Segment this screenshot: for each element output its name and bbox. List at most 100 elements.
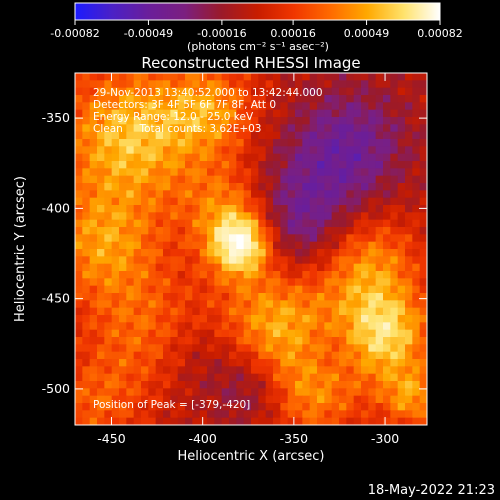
heatmap-cell (287, 153, 296, 162)
heatmap-cell (221, 183, 230, 191)
heatmap-cell (148, 241, 157, 250)
heatmap-cell (339, 263, 347, 272)
heatmap-cell (405, 117, 413, 125)
heatmap-cell (75, 227, 83, 235)
heatmap-cell (273, 359, 281, 367)
heatmap-cell (163, 256, 171, 265)
heatmap-cell (214, 183, 223, 191)
heatmap-cell (309, 161, 318, 169)
heatmap-cell (405, 337, 413, 345)
heatmap-cell (170, 205, 179, 213)
heatmap-cell (214, 212, 223, 221)
heatmap-cell (243, 395, 252, 404)
heatmap-cell (412, 153, 421, 162)
heatmap-cell (229, 139, 237, 147)
heatmap-cell (163, 263, 171, 272)
heatmap-cell (229, 102, 237, 111)
heatmap-cell (243, 285, 252, 294)
heatmap-cell (82, 249, 91, 257)
heatmap-cell (309, 395, 318, 404)
heatmap-cell (390, 139, 399, 147)
heatmap-cell (133, 153, 142, 162)
heatmap-cell (207, 146, 215, 155)
heatmap-cell (229, 73, 237, 81)
heatmap-cell (265, 227, 274, 235)
heatmap-cell (75, 124, 83, 133)
heatmap-cell (412, 315, 421, 323)
heatmap-cell (317, 212, 325, 221)
heatmap-cell (82, 205, 91, 213)
heatmap-cell (353, 322, 362, 331)
heatmap-cell (82, 403, 91, 411)
heatmap-cell (397, 271, 406, 279)
heatmap-cell (163, 351, 171, 360)
heatmap-cell (331, 322, 340, 331)
heatmap-cell (375, 307, 384, 316)
heatmap-cell (405, 161, 413, 169)
heatmap-cell (280, 249, 289, 257)
heatmap-cell (397, 124, 406, 133)
heatmap-cell (97, 234, 105, 243)
heatmap-cell (339, 373, 347, 382)
heatmap-cell (155, 205, 164, 213)
heatmap-cell (104, 329, 113, 338)
heatmap-cell (119, 344, 127, 353)
heatmap-cell (75, 381, 83, 389)
heatmap-cell (155, 124, 164, 133)
heatmap-cell (89, 300, 98, 309)
heatmap-cell (405, 278, 413, 287)
heatmap-cell (331, 271, 340, 279)
heatmap-cell (89, 102, 98, 111)
heatmap-cell (405, 249, 413, 257)
heatmap-cell (126, 322, 135, 331)
heatmap-cell (383, 190, 391, 199)
heatmap-cell (111, 205, 120, 213)
heatmap-cell (177, 175, 186, 184)
heatmap-cell (141, 80, 149, 89)
heatmap-cell (155, 241, 164, 250)
heatmap-cell (243, 153, 252, 162)
heatmap-cell (265, 168, 274, 177)
heatmap-cell (97, 263, 105, 272)
heatmap-cell (97, 153, 105, 162)
heatmap-cell (185, 373, 193, 382)
heatmap-cell (258, 293, 267, 301)
heatmap-cell (331, 263, 340, 272)
heatmap-cell (155, 234, 164, 243)
colorbar-units: (photons cm⁻² s⁻¹ asec⁻²) (187, 40, 329, 53)
heatmap-cell (236, 183, 245, 191)
heatmap-cell (119, 131, 127, 140)
heatmap-cell (155, 278, 164, 287)
heatmap-cell (163, 139, 171, 147)
heatmap-cell (207, 80, 215, 89)
heatmap-cell (383, 271, 391, 279)
heatmap-cell (207, 153, 215, 162)
heatmap-cell (346, 395, 355, 404)
heatmap-cell (280, 344, 289, 353)
heatmap-cell (309, 403, 318, 411)
heatmap-cell (214, 417, 223, 425)
heatmap-cell (405, 139, 413, 147)
heatmap-cell (82, 241, 91, 250)
heatmap-cell (214, 102, 223, 111)
heatmap-cell (280, 241, 289, 250)
heatmap-cell (75, 197, 83, 206)
heatmap-cell (155, 183, 164, 191)
heatmap-cell (97, 337, 105, 345)
heatmap-cell (412, 388, 421, 397)
heatmap-cell (221, 146, 230, 155)
heatmap-cell (155, 285, 164, 294)
y-axis-ticks: -350-400-450-500 (42, 110, 427, 396)
heatmap-cell (383, 109, 391, 118)
heatmap-cell (331, 359, 340, 367)
heatmap-cell (361, 300, 369, 309)
heatmap-cell (97, 168, 105, 177)
heatmap-cell (390, 351, 399, 360)
heatmap-cell (331, 417, 340, 425)
heatmap-cell (405, 109, 413, 118)
heatmap-cell (419, 175, 427, 184)
heatmap-cell (265, 278, 274, 287)
heatmap-cell (185, 256, 193, 265)
heatmap-cell (324, 73, 333, 81)
heatmap-cell (170, 351, 179, 360)
